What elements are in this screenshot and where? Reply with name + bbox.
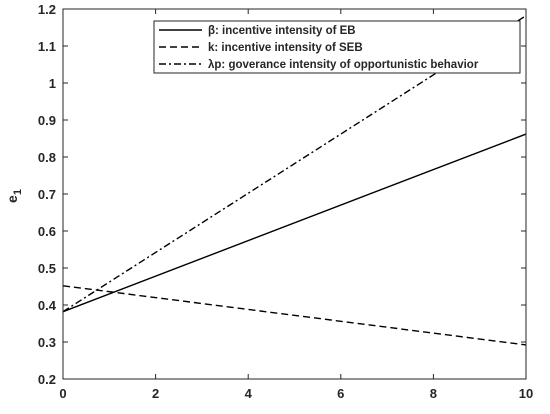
x-tick-label-5: 10 xyxy=(519,386,533,401)
y-axis-label-subscript: 1 xyxy=(12,189,24,195)
y-tick-label-1: 0.3 xyxy=(38,335,56,350)
legend: β: incentive intensity of EB k: incentive… xyxy=(153,20,521,74)
series-line-1 xyxy=(62,285,527,346)
series-lines xyxy=(62,15,527,346)
x-tick-label-2: 4 xyxy=(245,386,253,401)
series-line-0 xyxy=(62,133,527,313)
legend-label-1: k: incentive intensity of SEB xyxy=(208,42,363,54)
y-axis-label-main: e xyxy=(4,195,20,203)
x-tick-label-3: 6 xyxy=(337,386,344,401)
y-axis-label: e1 xyxy=(4,189,24,203)
y-tick-label-2: 0.4 xyxy=(38,298,57,313)
x-tick-label-1: 2 xyxy=(152,386,159,401)
y-tick-label-5: 0.7 xyxy=(38,187,56,202)
y-tick-label-4: 0.6 xyxy=(38,224,56,239)
y-tick-label-8: 1 xyxy=(49,76,56,91)
axis-ticks xyxy=(62,8,527,380)
y-tick-label-9: 1.1 xyxy=(38,39,56,54)
legend-box xyxy=(153,20,521,74)
legend-label-2: λp: goverance intensity of opportunistic… xyxy=(208,59,479,71)
legend-label-0: β: incentive intensity of EB xyxy=(208,25,356,37)
x-tick-label-4: 8 xyxy=(430,386,437,401)
tick-labels: 0 2 4 6 8 10 0.2 0.3 0.4 0.5 0.6 0.7 0.8 0.9 1 1.1 1.2 xyxy=(38,2,533,401)
series-line-2 xyxy=(62,15,527,313)
y-tick-label-3: 0.5 xyxy=(38,261,56,276)
y-tick-label-0: 0.2 xyxy=(38,372,56,387)
y-tick-label-7: 0.9 xyxy=(38,113,56,128)
x-tick-label-0: 0 xyxy=(59,386,66,401)
y-tick-label-6: 0.8 xyxy=(38,150,56,165)
y-tick-label-10: 1.2 xyxy=(38,2,56,17)
